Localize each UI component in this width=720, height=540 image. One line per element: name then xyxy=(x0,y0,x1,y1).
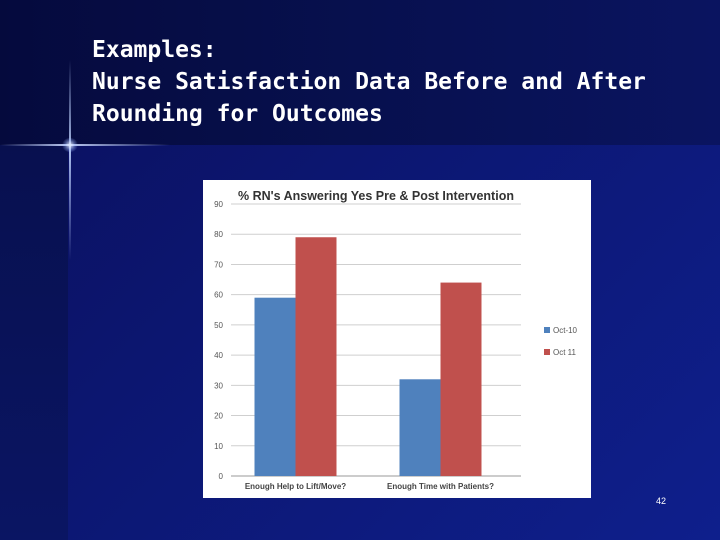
y-tick-label: 10 xyxy=(214,442,223,451)
y-tick-label: 30 xyxy=(214,381,223,390)
legend-swatch xyxy=(544,349,550,355)
bar-oct-10-0 xyxy=(254,297,296,476)
lens-flare-vertical xyxy=(69,60,71,260)
y-tick-label: 40 xyxy=(214,351,223,360)
slide-title-line-3: Rounding for Outcomes xyxy=(92,101,383,127)
slide-title-line-1: Examples: xyxy=(92,37,217,63)
bars xyxy=(254,237,482,476)
y-tick-label: 0 xyxy=(219,472,224,481)
bar-chart: % RN's Answering Yes Pre & Post Interven… xyxy=(214,189,578,491)
title-band xyxy=(0,0,720,145)
bar-oct-10-1 xyxy=(399,379,441,476)
lens-flare-horizontal xyxy=(0,144,170,146)
legend-label: Oct 11 xyxy=(553,348,577,357)
left-band xyxy=(0,145,68,540)
legend-label: Oct-10 xyxy=(553,326,578,335)
bar-oct-11-0 xyxy=(295,237,337,476)
x-axis-categories: Enough Help to Lift/Move? Enough Time wit… xyxy=(245,482,494,491)
y-tick-label: 90 xyxy=(214,200,223,209)
legend: Oct-10 Oct 11 xyxy=(544,326,578,357)
x-category-label: Enough Time with Patients? xyxy=(387,482,494,491)
y-tick-label: 70 xyxy=(214,260,223,269)
slide-number: 42 xyxy=(656,496,667,506)
legend-swatch xyxy=(544,327,550,333)
chart-container: % RN's Answering Yes Pre & Post Interven… xyxy=(203,180,591,498)
slide-title: Examples: Nurse Satisfaction Data Before… xyxy=(92,34,702,130)
y-tick-label: 50 xyxy=(214,321,223,330)
y-tick-label: 80 xyxy=(214,230,223,239)
lens-flare-core xyxy=(62,138,78,152)
x-category-label: Enough Help to Lift/Move? xyxy=(245,482,346,491)
y-tick-label: 60 xyxy=(214,291,223,300)
chart-title: % RN's Answering Yes Pre & Post Interven… xyxy=(238,189,514,203)
y-tick-label: 20 xyxy=(214,412,223,421)
slide-title-line-2: Nurse Satisfaction Data Before and After xyxy=(92,69,646,95)
bar-oct-11-1 xyxy=(440,282,482,476)
y-axis-ticks: 0 10 20 30 40 50 60 70 80 90 xyxy=(214,200,223,481)
